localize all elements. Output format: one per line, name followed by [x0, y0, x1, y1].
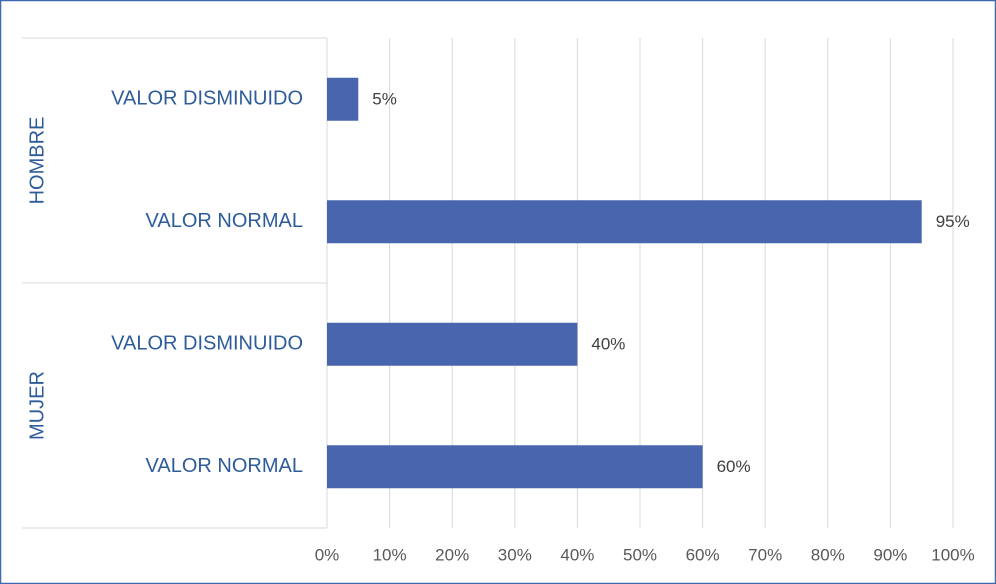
group-label: HOMBRE — [26, 117, 48, 205]
bar — [327, 445, 703, 489]
x-tick-label: 70% — [748, 545, 782, 564]
category-label: VALOR DISMINUIDO — [111, 333, 303, 355]
bar — [327, 322, 578, 366]
x-tick-label: 30% — [498, 545, 532, 564]
bar — [327, 200, 922, 244]
value-label: 5% — [372, 90, 397, 109]
x-tick-label: 20% — [435, 545, 469, 564]
bar — [327, 77, 359, 121]
value-label: 60% — [717, 457, 751, 476]
x-tick-label: 0% — [315, 545, 340, 564]
x-tick-label: 10% — [373, 545, 407, 564]
x-tick-label: 100% — [931, 545, 974, 564]
category-label: VALOR DISMINUIDO — [111, 88, 303, 110]
x-tick-label: 50% — [623, 545, 657, 564]
x-tick-label: 80% — [811, 545, 845, 564]
x-tick-label: 90% — [873, 545, 907, 564]
category-label: VALOR NORMAL — [146, 210, 303, 232]
group-label: MUJER — [26, 371, 48, 440]
value-label: 95% — [936, 212, 970, 231]
value-label: 40% — [591, 335, 625, 354]
category-label: VALOR NORMAL — [146, 455, 303, 477]
x-tick-label: 40% — [560, 545, 594, 564]
x-tick-label: 60% — [686, 545, 720, 564]
